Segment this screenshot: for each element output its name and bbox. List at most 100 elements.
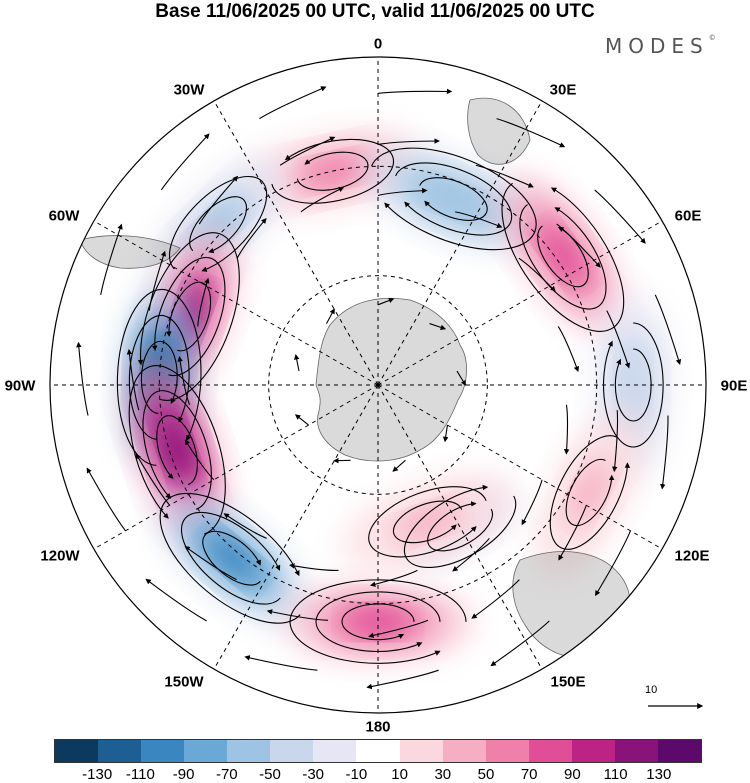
anomaly-blob xyxy=(159,418,195,483)
streamline xyxy=(366,669,439,690)
lon-label-30e: 30E xyxy=(549,81,577,99)
graticule xyxy=(50,57,706,713)
streamline xyxy=(419,177,488,221)
streamline xyxy=(266,609,329,621)
streamline xyxy=(135,453,171,506)
anomaly-blob xyxy=(205,533,260,583)
colorbar-tick-label: -110 xyxy=(125,766,155,783)
land-masses xyxy=(79,97,631,659)
anomaly-blob xyxy=(344,607,412,637)
antarctica-landmass xyxy=(315,297,467,462)
streamline xyxy=(180,511,281,605)
streamline xyxy=(660,415,669,490)
polar-map xyxy=(49,56,707,714)
colorbar-swatch xyxy=(571,740,615,762)
colorbar-swatch xyxy=(227,740,271,762)
lon-label-180: 180 xyxy=(365,718,391,736)
wind-vector xyxy=(325,308,335,324)
streamline xyxy=(427,501,493,552)
streamline xyxy=(496,118,566,148)
streamline xyxy=(490,620,550,667)
wind-vector xyxy=(293,354,300,372)
colorbar-swatch xyxy=(614,740,658,762)
colorbar-tick-label: -130 xyxy=(82,766,113,783)
streamline xyxy=(168,175,268,272)
colorbar-tick-label: -10 xyxy=(345,766,368,783)
latitude-circle xyxy=(268,275,488,495)
wind-streamlines xyxy=(76,86,682,690)
wind-vector xyxy=(392,459,406,472)
streamline xyxy=(471,579,520,619)
streamline xyxy=(612,410,619,473)
streamline xyxy=(289,579,467,664)
lon-label-150e: 150E xyxy=(550,673,586,691)
streamline xyxy=(558,505,587,561)
streamline xyxy=(603,322,664,448)
brand-mark: © xyxy=(708,34,716,42)
streamline xyxy=(537,225,589,288)
streamline xyxy=(454,211,503,228)
streamline xyxy=(452,537,490,572)
streamline xyxy=(392,500,463,544)
lon-label-120e: 120E xyxy=(674,547,710,565)
streamline xyxy=(519,204,607,310)
streamline xyxy=(654,294,682,365)
streamline xyxy=(244,655,318,671)
lon-label-120w: 120W xyxy=(40,547,80,565)
streamline xyxy=(368,619,429,639)
streamline xyxy=(128,314,190,440)
streamline xyxy=(377,187,428,197)
streamline xyxy=(148,250,167,311)
streamline xyxy=(236,217,267,259)
streamline xyxy=(565,458,615,527)
south-america-landmass xyxy=(79,235,181,269)
anomaly-blob xyxy=(421,180,485,218)
lon-label-60w: 60W xyxy=(48,207,80,225)
streamline xyxy=(128,365,226,535)
colorbar-swatch xyxy=(141,740,185,762)
colorbar-tick-label: -90 xyxy=(172,766,195,783)
streamline xyxy=(126,348,140,411)
brand-logo: MODES© xyxy=(605,34,716,58)
streamline xyxy=(160,133,210,191)
streamline xyxy=(521,479,543,526)
lon-label-0: 0 xyxy=(373,35,383,53)
colorbar-swatch xyxy=(356,740,400,762)
streamline xyxy=(556,223,601,268)
streamline xyxy=(518,257,556,292)
lon-label-90w: 90W xyxy=(4,377,36,395)
streamline xyxy=(377,138,440,146)
streamline xyxy=(86,467,126,532)
colorbar-swatch xyxy=(184,740,228,762)
wind-vector xyxy=(442,425,449,443)
streamline xyxy=(296,151,369,191)
lon-label-60e: 60E xyxy=(674,207,702,225)
colorbar-tick-label: 30 xyxy=(434,766,452,783)
reference-vector-label: 10 xyxy=(645,684,658,696)
streamline xyxy=(501,182,625,332)
colorbar-tick-label: 70 xyxy=(520,766,538,783)
streamline xyxy=(184,439,215,481)
wind-vector xyxy=(294,414,309,426)
streamline xyxy=(395,162,513,236)
lon-label-90e: 90E xyxy=(720,377,748,395)
streamline xyxy=(370,147,537,251)
wind-vector xyxy=(429,323,447,330)
wind-vector xyxy=(456,370,467,386)
streamline xyxy=(142,390,212,510)
streamline xyxy=(563,404,570,455)
streamline xyxy=(368,486,487,558)
colorbar-swatch xyxy=(528,740,572,762)
colorbar-swatch xyxy=(313,740,357,762)
anomaly-blob xyxy=(540,226,586,284)
wind-vector xyxy=(377,297,395,306)
colorbar-swatch xyxy=(442,740,486,762)
streamline xyxy=(145,578,207,622)
colorbar-tick-label: -70 xyxy=(215,766,238,783)
streamline xyxy=(156,415,198,486)
streamline xyxy=(403,484,517,569)
colorbar-tick-label: -30 xyxy=(302,766,325,783)
streamline xyxy=(76,341,89,416)
colorbar-tick-label: 130 xyxy=(646,766,672,783)
streamline xyxy=(159,492,301,624)
